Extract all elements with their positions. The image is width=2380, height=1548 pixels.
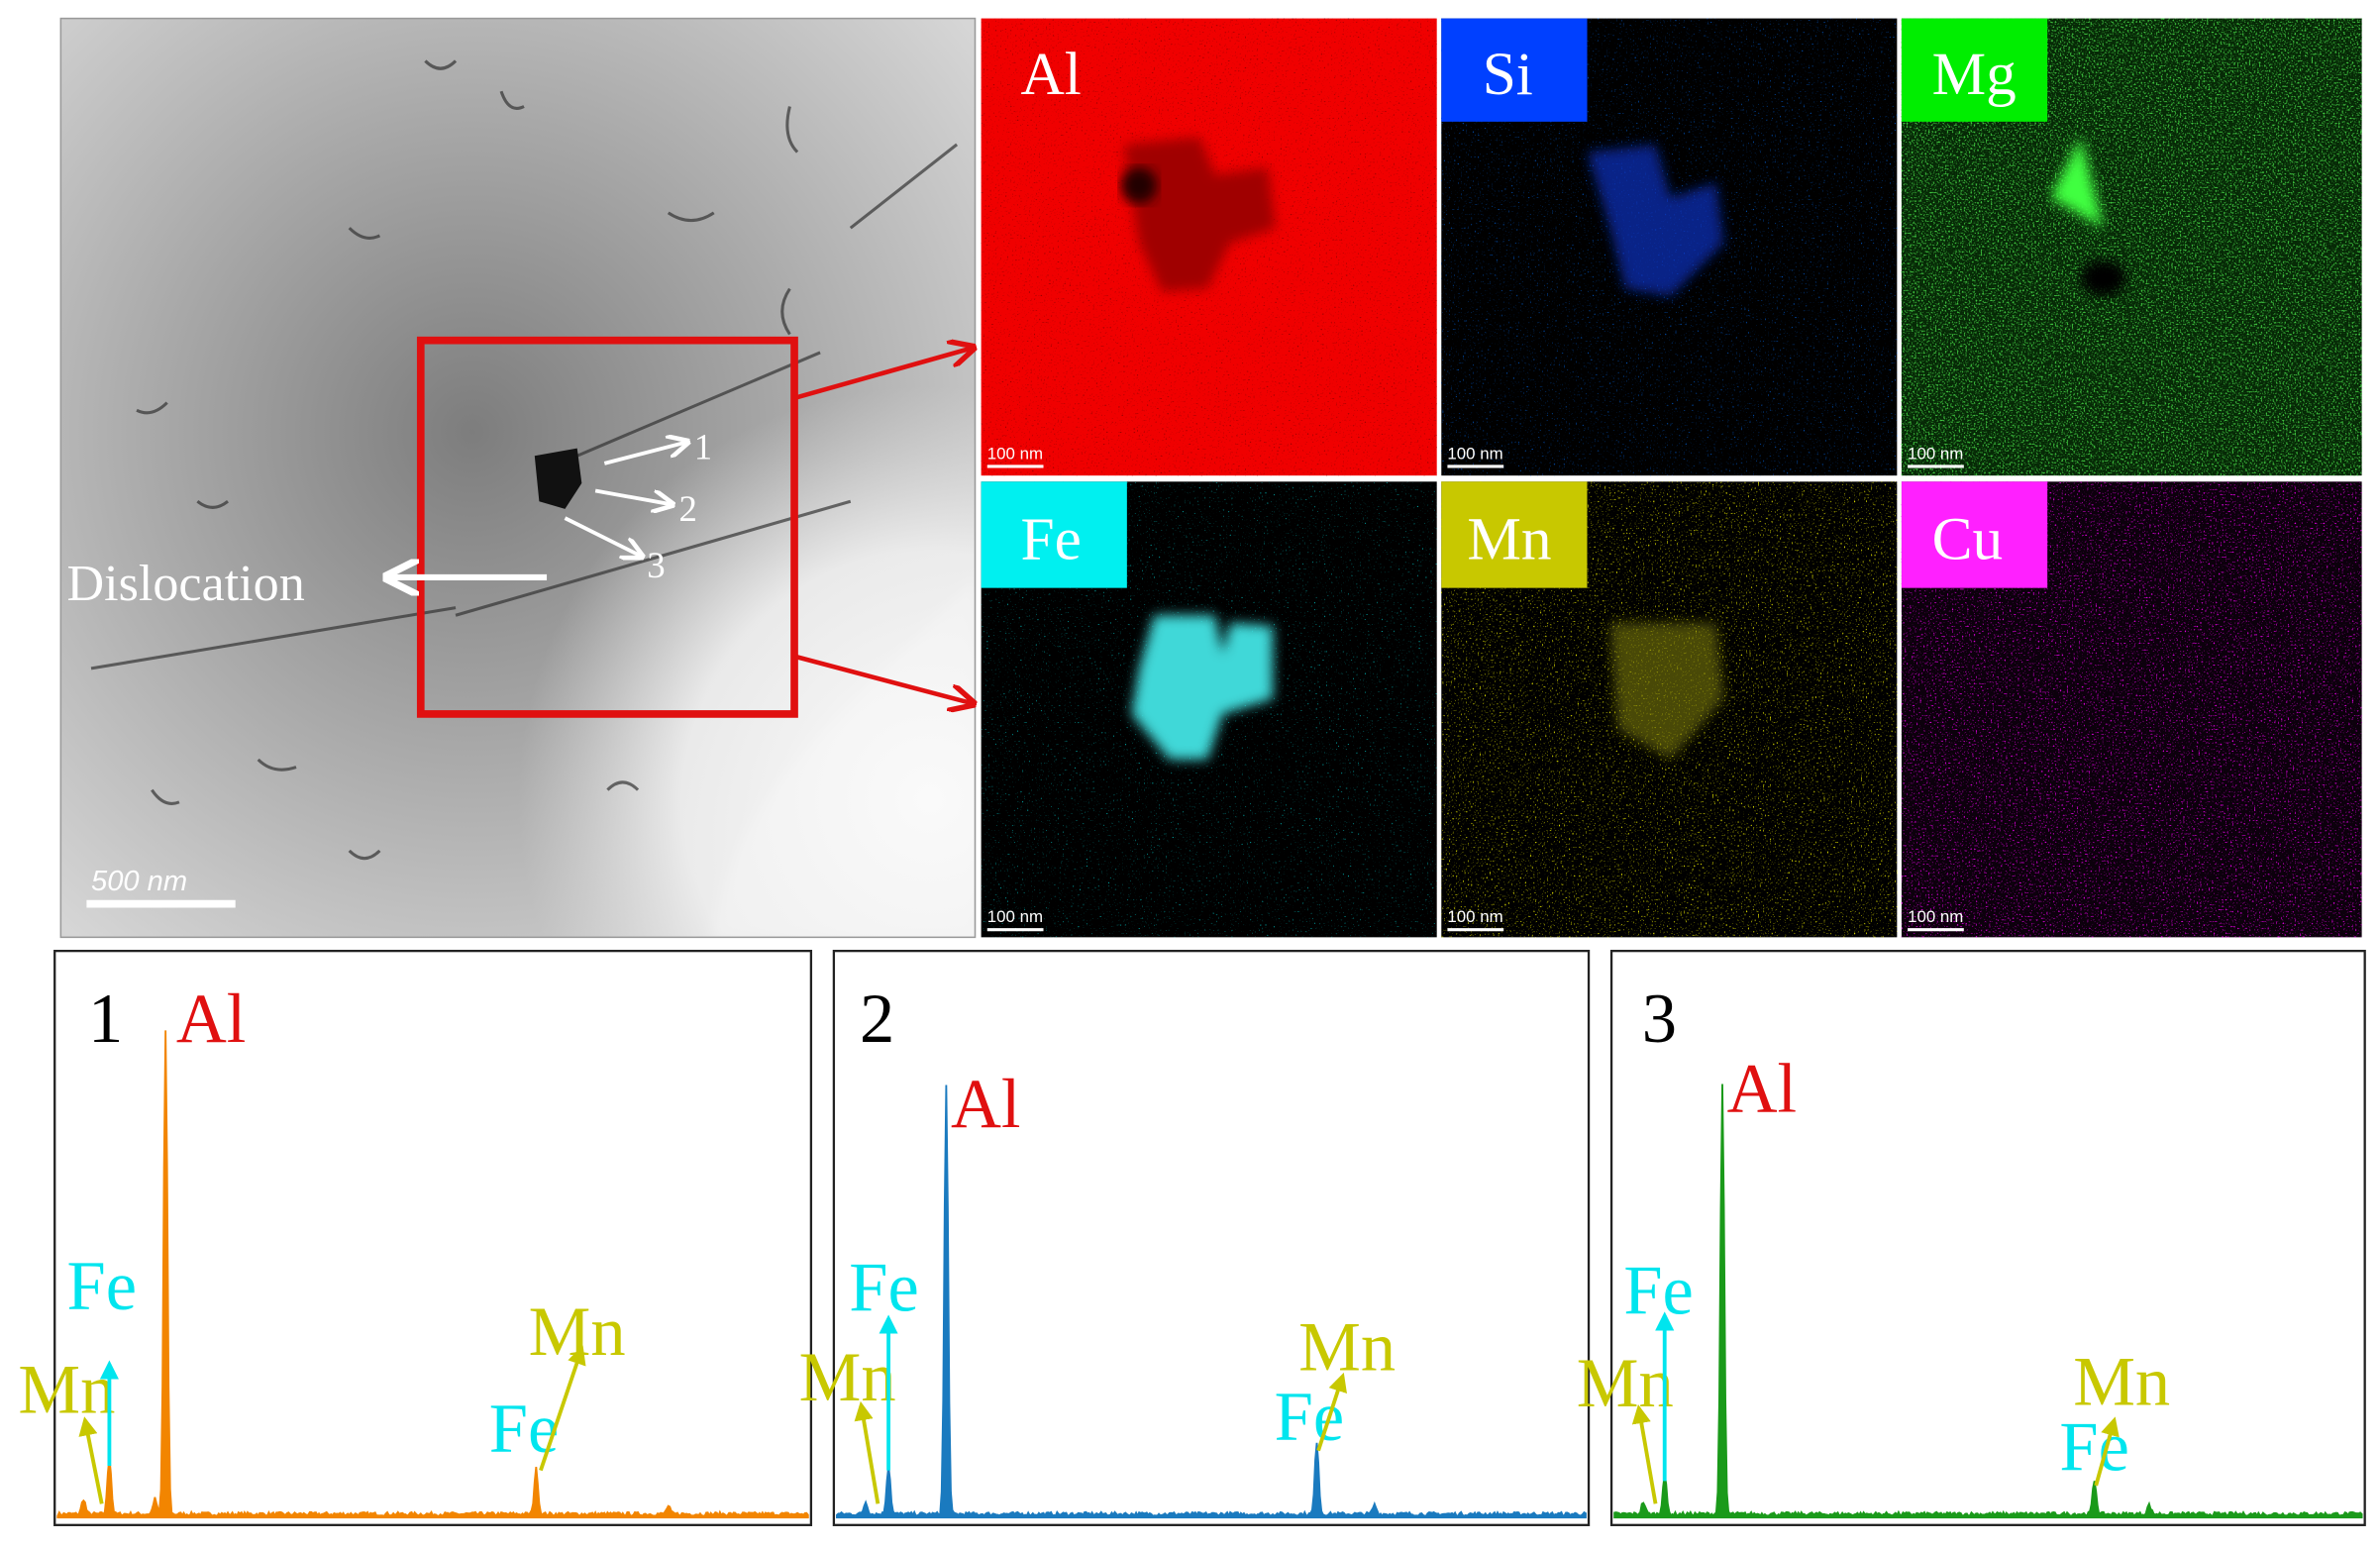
- spectra: [53, 950, 2366, 1526]
- peak-label: Al: [951, 1066, 1021, 1143]
- particle-map: [1120, 166, 1158, 204]
- map-label: Cu: [1932, 506, 2004, 573]
- spectrum-number: 1: [88, 980, 123, 1058]
- map-label-box: [1901, 481, 2048, 588]
- spectrum-frame: [1609, 950, 2366, 1526]
- spectrum-trace: [836, 1084, 1587, 1519]
- map-scale-label: 100 nm: [987, 907, 1043, 926]
- peak-label: Fe: [1275, 1379, 1345, 1456]
- point-label: 3: [647, 545, 665, 585]
- spectrum-number: 3: [1642, 980, 1677, 1058]
- particle-map: [1131, 615, 1274, 760]
- map-mn: Mn: [1441, 481, 1898, 938]
- spectrum-number: 2: [860, 980, 894, 1058]
- peak-label: Mn: [1577, 1345, 1674, 1422]
- peak-label: Mn: [2073, 1344, 2170, 1421]
- map-label-box: [981, 481, 1127, 588]
- peak-label: Fe: [2059, 1409, 2129, 1487]
- spectrum-trace: [1613, 1084, 2363, 1519]
- peak-arrow: [1316, 1372, 1347, 1452]
- spectrum-frame: [832, 950, 1591, 1526]
- selection-box: [416, 336, 798, 718]
- map-label: Al: [1021, 41, 1082, 108]
- map-label-box: [1441, 481, 1588, 588]
- peak-label: Fe: [1623, 1253, 1694, 1330]
- map-si: Si: [1441, 18, 1898, 476]
- peak-arrow: [2094, 1416, 2120, 1487]
- peak-label: Mn: [799, 1339, 896, 1416]
- map-label-box: [1901, 18, 2048, 122]
- scale-bar-label: 500 nm: [91, 866, 187, 897]
- peak-arrow: [854, 1400, 880, 1504]
- point-arrow: [564, 516, 641, 556]
- particle-map: [1587, 144, 1724, 297]
- map-scale-bars: 100 nm 100 nm 100 nm 100 nm 100 nm 100 n…: [986, 444, 1964, 932]
- map-scale-label: 100 nm: [1908, 907, 1963, 926]
- peak-arrow: [1631, 1403, 1658, 1504]
- peak-label: Fe: [849, 1250, 919, 1327]
- peak-label: Fe: [489, 1391, 560, 1468]
- point-label: 1: [694, 426, 712, 466]
- particle-map: [1123, 137, 1277, 292]
- peak-arrow: [539, 1345, 586, 1472]
- map-scale-label: 100 nm: [987, 444, 1043, 463]
- point-arrow: [603, 442, 686, 465]
- map-cu: Cu: [1901, 481, 2362, 938]
- zoom-arrow: [793, 348, 972, 401]
- peak-label: Fe: [66, 1248, 137, 1325]
- map-scale-label: 100 nm: [1908, 444, 1963, 463]
- spectrum-trace: [56, 1030, 809, 1519]
- peak-label: Al: [1727, 1051, 1798, 1128]
- tem-frame: [59, 17, 977, 939]
- dislocation-label: Dislocation: [66, 556, 304, 612]
- particle-map: [2080, 259, 2126, 297]
- map-label: Si: [1483, 41, 1533, 108]
- map-label: Mn: [1467, 506, 1551, 573]
- point-arrow: [594, 488, 672, 505]
- peak-label: Mn: [1298, 1308, 1396, 1386]
- tem-highlight: [60, 18, 976, 938]
- peak-label: Al: [176, 980, 247, 1058]
- zoom-arrow: [793, 654, 972, 704]
- peak-arrow: [78, 1416, 104, 1504]
- map-scale-label: 100 nm: [1447, 907, 1502, 926]
- map-al: Al: [981, 18, 1437, 476]
- map-scale-label: 100 nm: [1447, 444, 1502, 463]
- map-label: Mg: [1932, 41, 2017, 108]
- map-fe: Fe: [981, 481, 1437, 938]
- peak-arrows: [78, 1311, 2120, 1504]
- point-label: 2: [678, 488, 696, 529]
- particle-map: [1609, 622, 1724, 760]
- dislocations: [90, 59, 959, 861]
- peak-label: Mn: [18, 1351, 115, 1428]
- tem-image: [60, 18, 976, 938]
- spectrum-frame: [53, 950, 813, 1526]
- map-label: Fe: [1021, 506, 1082, 573]
- particle-map: [2050, 137, 2104, 229]
- map-label-box: [1441, 18, 1588, 122]
- particle: [534, 448, 582, 509]
- spectrum-labels: 1 Al Fe Mn Mn Fe 2 Al Fe Mn Mn Fe 3 Al F…: [18, 980, 2170, 1486]
- map-mg: Mg: [1901, 18, 2362, 476]
